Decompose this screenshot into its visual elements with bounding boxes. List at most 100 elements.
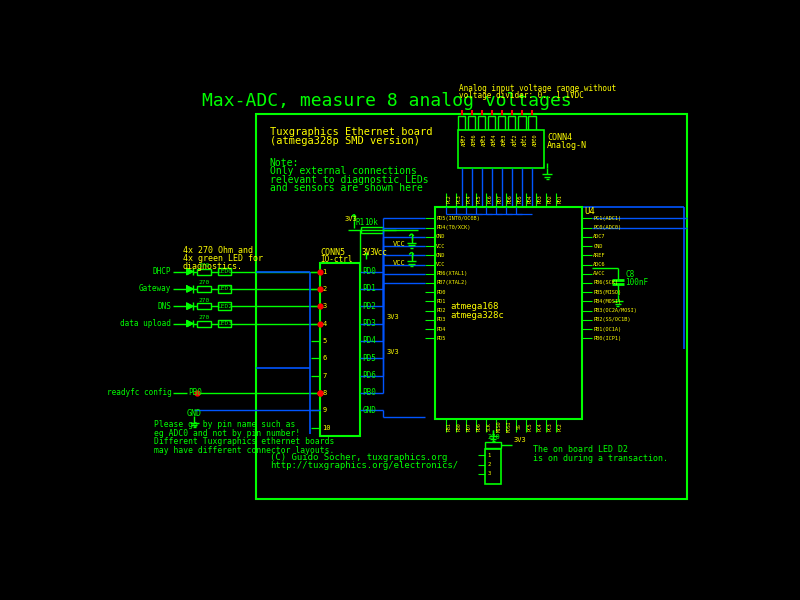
Text: may have different connector layouts.: may have different connector layouts.	[154, 446, 334, 455]
Text: ADC7: ADC7	[594, 234, 606, 239]
Polygon shape	[186, 269, 193, 275]
Text: ADC6: ADC6	[594, 262, 606, 267]
Text: Analog-N: Analog-N	[547, 140, 587, 149]
Bar	[528, 116, 535, 130]
Text: 3V3: 3V3	[387, 349, 400, 355]
Text: IO-ctrl: IO-ctrl	[320, 254, 352, 263]
Bar	[488, 116, 495, 130]
Text: PB3(OC2A/MOSI): PB3(OC2A/MOSI)	[594, 308, 637, 313]
Bar	[468, 116, 475, 130]
Text: Please go by pin name such as: Please go by pin name such as	[154, 420, 296, 429]
Text: GND: GND	[594, 244, 602, 248]
Text: VCC: VCC	[393, 241, 406, 247]
Text: PD3: PD3	[362, 319, 376, 328]
Text: readyfc config: readyfc config	[106, 388, 171, 397]
Text: 2: 2	[322, 286, 326, 292]
Text: 6: 6	[322, 355, 326, 361]
Text: AVCC: AVCC	[594, 271, 606, 276]
Text: PD5(INT0/OC0B): PD5(INT0/OC0B)	[436, 216, 480, 221]
Text: PC6: PC6	[487, 195, 492, 203]
Text: 7: 7	[470, 139, 474, 144]
Text: PD2: PD2	[362, 302, 376, 311]
Text: 3V3: 3V3	[345, 216, 358, 222]
Bar	[218, 268, 231, 275]
Text: PD7: PD7	[467, 422, 472, 431]
Text: 270: 270	[198, 263, 210, 268]
Text: diagnostics.: diagnostics.	[183, 262, 243, 271]
Text: VCC: VCC	[393, 260, 406, 266]
Text: 100nF: 100nF	[626, 278, 649, 287]
Text: Gateway: Gateway	[139, 284, 171, 293]
Text: 8: 8	[460, 139, 463, 144]
Bar	[508, 116, 515, 130]
Text: 4x 270 Ohm and: 4x 270 Ohm and	[183, 246, 253, 255]
Text: PB0(ICP1): PB0(ICP1)	[594, 336, 622, 341]
Text: PD2: PD2	[436, 308, 446, 313]
Text: PB2(SS/OC1B): PB2(SS/OC1B)	[594, 317, 630, 322]
Text: 3V3: 3V3	[387, 314, 400, 320]
Text: PD1: PD1	[362, 284, 376, 293]
Text: DHCP: DHCP	[153, 267, 171, 276]
Text: PB6(XTAL1): PB6(XTAL1)	[436, 271, 467, 276]
Text: PB4(MOSI): PB4(MOSI)	[594, 299, 622, 304]
Polygon shape	[186, 286, 193, 292]
Text: PD6: PD6	[477, 422, 482, 431]
Text: PD2: PD2	[547, 195, 552, 203]
Text: Different Tuxgraphics ethernet boards: Different Tuxgraphics ethernet boards	[154, 437, 334, 446]
Text: 10: 10	[322, 425, 330, 431]
Text: Max-ADC, measure 8 analog voltages: Max-ADC, measure 8 analog voltages	[202, 92, 572, 110]
Text: data upload: data upload	[121, 319, 171, 328]
Text: PD4: PD4	[362, 337, 376, 346]
Text: 7: 7	[322, 373, 326, 379]
Text: 4: 4	[322, 320, 326, 326]
Text: VCC: VCC	[436, 262, 446, 267]
Text: PD4: PD4	[527, 195, 532, 203]
Text: PD4: PD4	[436, 326, 446, 332]
Text: VCC: VCC	[436, 244, 446, 248]
Text: voltage divider: 0...1.1VDC: voltage divider: 0...1.1VDC	[458, 91, 583, 100]
Text: PC3: PC3	[457, 195, 462, 203]
Text: PD7: PD7	[497, 195, 502, 203]
Text: ADC3: ADC3	[502, 134, 507, 146]
Text: 3: 3	[488, 472, 491, 476]
Text: LED1: LED1	[217, 286, 232, 292]
Text: PB7(XTAL2): PB7(XTAL2)	[436, 280, 467, 286]
Text: PD1: PD1	[557, 195, 562, 203]
Text: PD5: PD5	[436, 336, 446, 341]
Bar	[362, 227, 383, 233]
Bar	[218, 285, 231, 293]
Text: PC0(ADC0): PC0(ADC0)	[594, 225, 622, 230]
Text: 3V3: 3V3	[362, 248, 375, 257]
Text: Only external connections: Only external connections	[270, 166, 417, 176]
Text: 1: 1	[322, 269, 326, 275]
Text: LED2: LED2	[217, 304, 232, 309]
Text: PB0: PB0	[362, 388, 376, 397]
Text: 10k: 10k	[365, 218, 378, 227]
Text: ADC1: ADC1	[522, 134, 527, 146]
Bar	[478, 116, 486, 130]
Text: 5: 5	[322, 338, 326, 344]
Bar	[518, 116, 526, 130]
Polygon shape	[186, 303, 193, 310]
Text: 2: 2	[488, 462, 491, 467]
Text: PC1(ADC1): PC1(ADC1)	[594, 216, 622, 221]
Text: Tuxgraphics Ethernet board: Tuxgraphics Ethernet board	[270, 127, 432, 137]
Text: R1: R1	[355, 218, 365, 227]
Text: C8: C8	[626, 270, 635, 279]
Text: 5: 5	[490, 139, 494, 144]
Text: 2: 2	[520, 139, 523, 144]
Text: 1: 1	[488, 453, 491, 458]
Bar	[434, 207, 582, 419]
Text: PC5: PC5	[477, 195, 482, 203]
Text: PC2: PC2	[447, 195, 452, 203]
Text: PD6: PD6	[507, 195, 512, 203]
Text: LED0: LED0	[217, 269, 232, 274]
Text: Note:: Note:	[270, 158, 299, 168]
Text: PC4: PC4	[537, 422, 542, 431]
Text: PD4(T0/XCK): PD4(T0/XCK)	[436, 225, 470, 230]
Text: GND: GND	[436, 234, 446, 239]
Text: 4: 4	[500, 139, 503, 144]
Text: PC4: PC4	[467, 195, 472, 203]
Text: GND: GND	[436, 253, 446, 258]
Text: PB1(OC1A): PB1(OC1A)	[594, 326, 622, 332]
